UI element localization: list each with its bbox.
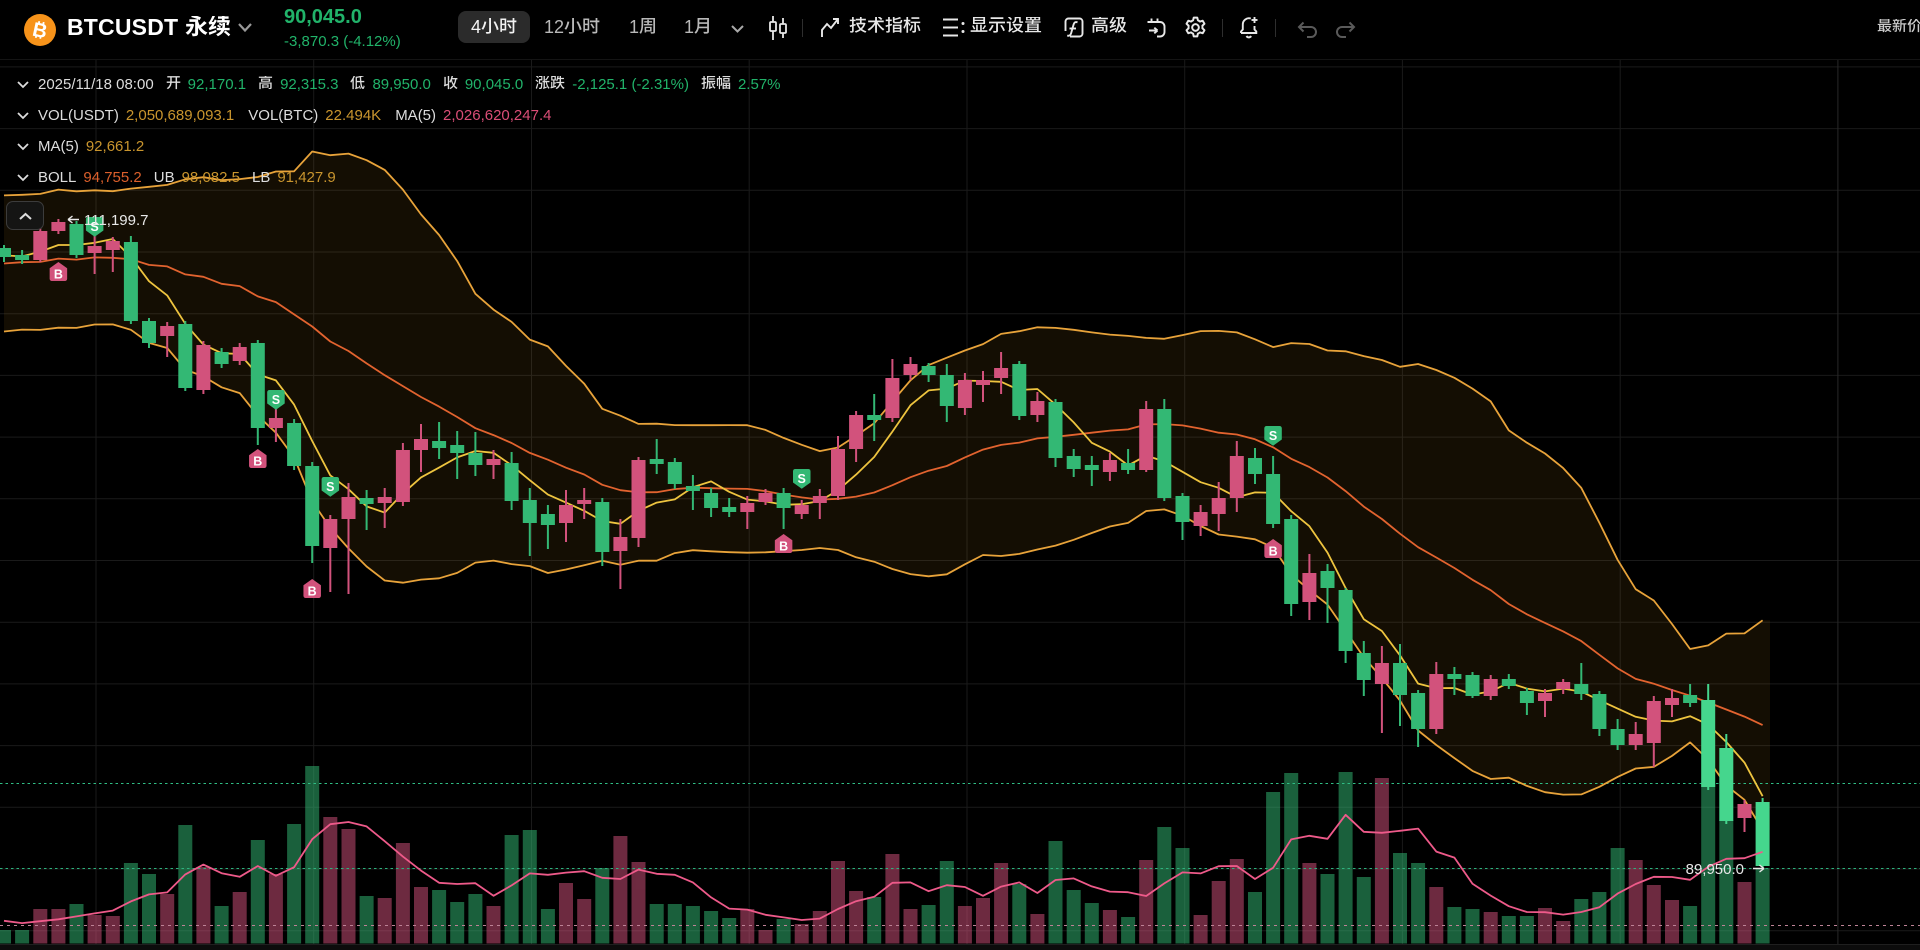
svg-text:B: B xyxy=(253,455,262,469)
svg-text:S: S xyxy=(798,472,806,486)
svg-text:S: S xyxy=(1269,429,1277,443)
svg-text:S: S xyxy=(272,393,280,407)
svg-text:S: S xyxy=(326,480,334,494)
svg-text:B: B xyxy=(54,268,63,282)
svg-text:S: S xyxy=(90,220,98,234)
svg-text:89,950.0: 89,950.0 xyxy=(1686,861,1744,878)
svg-text:B: B xyxy=(308,585,317,599)
svg-text:B: B xyxy=(1269,545,1278,559)
svg-text:B: B xyxy=(779,540,788,554)
svg-text:111,199.7: 111,199.7 xyxy=(84,212,149,229)
